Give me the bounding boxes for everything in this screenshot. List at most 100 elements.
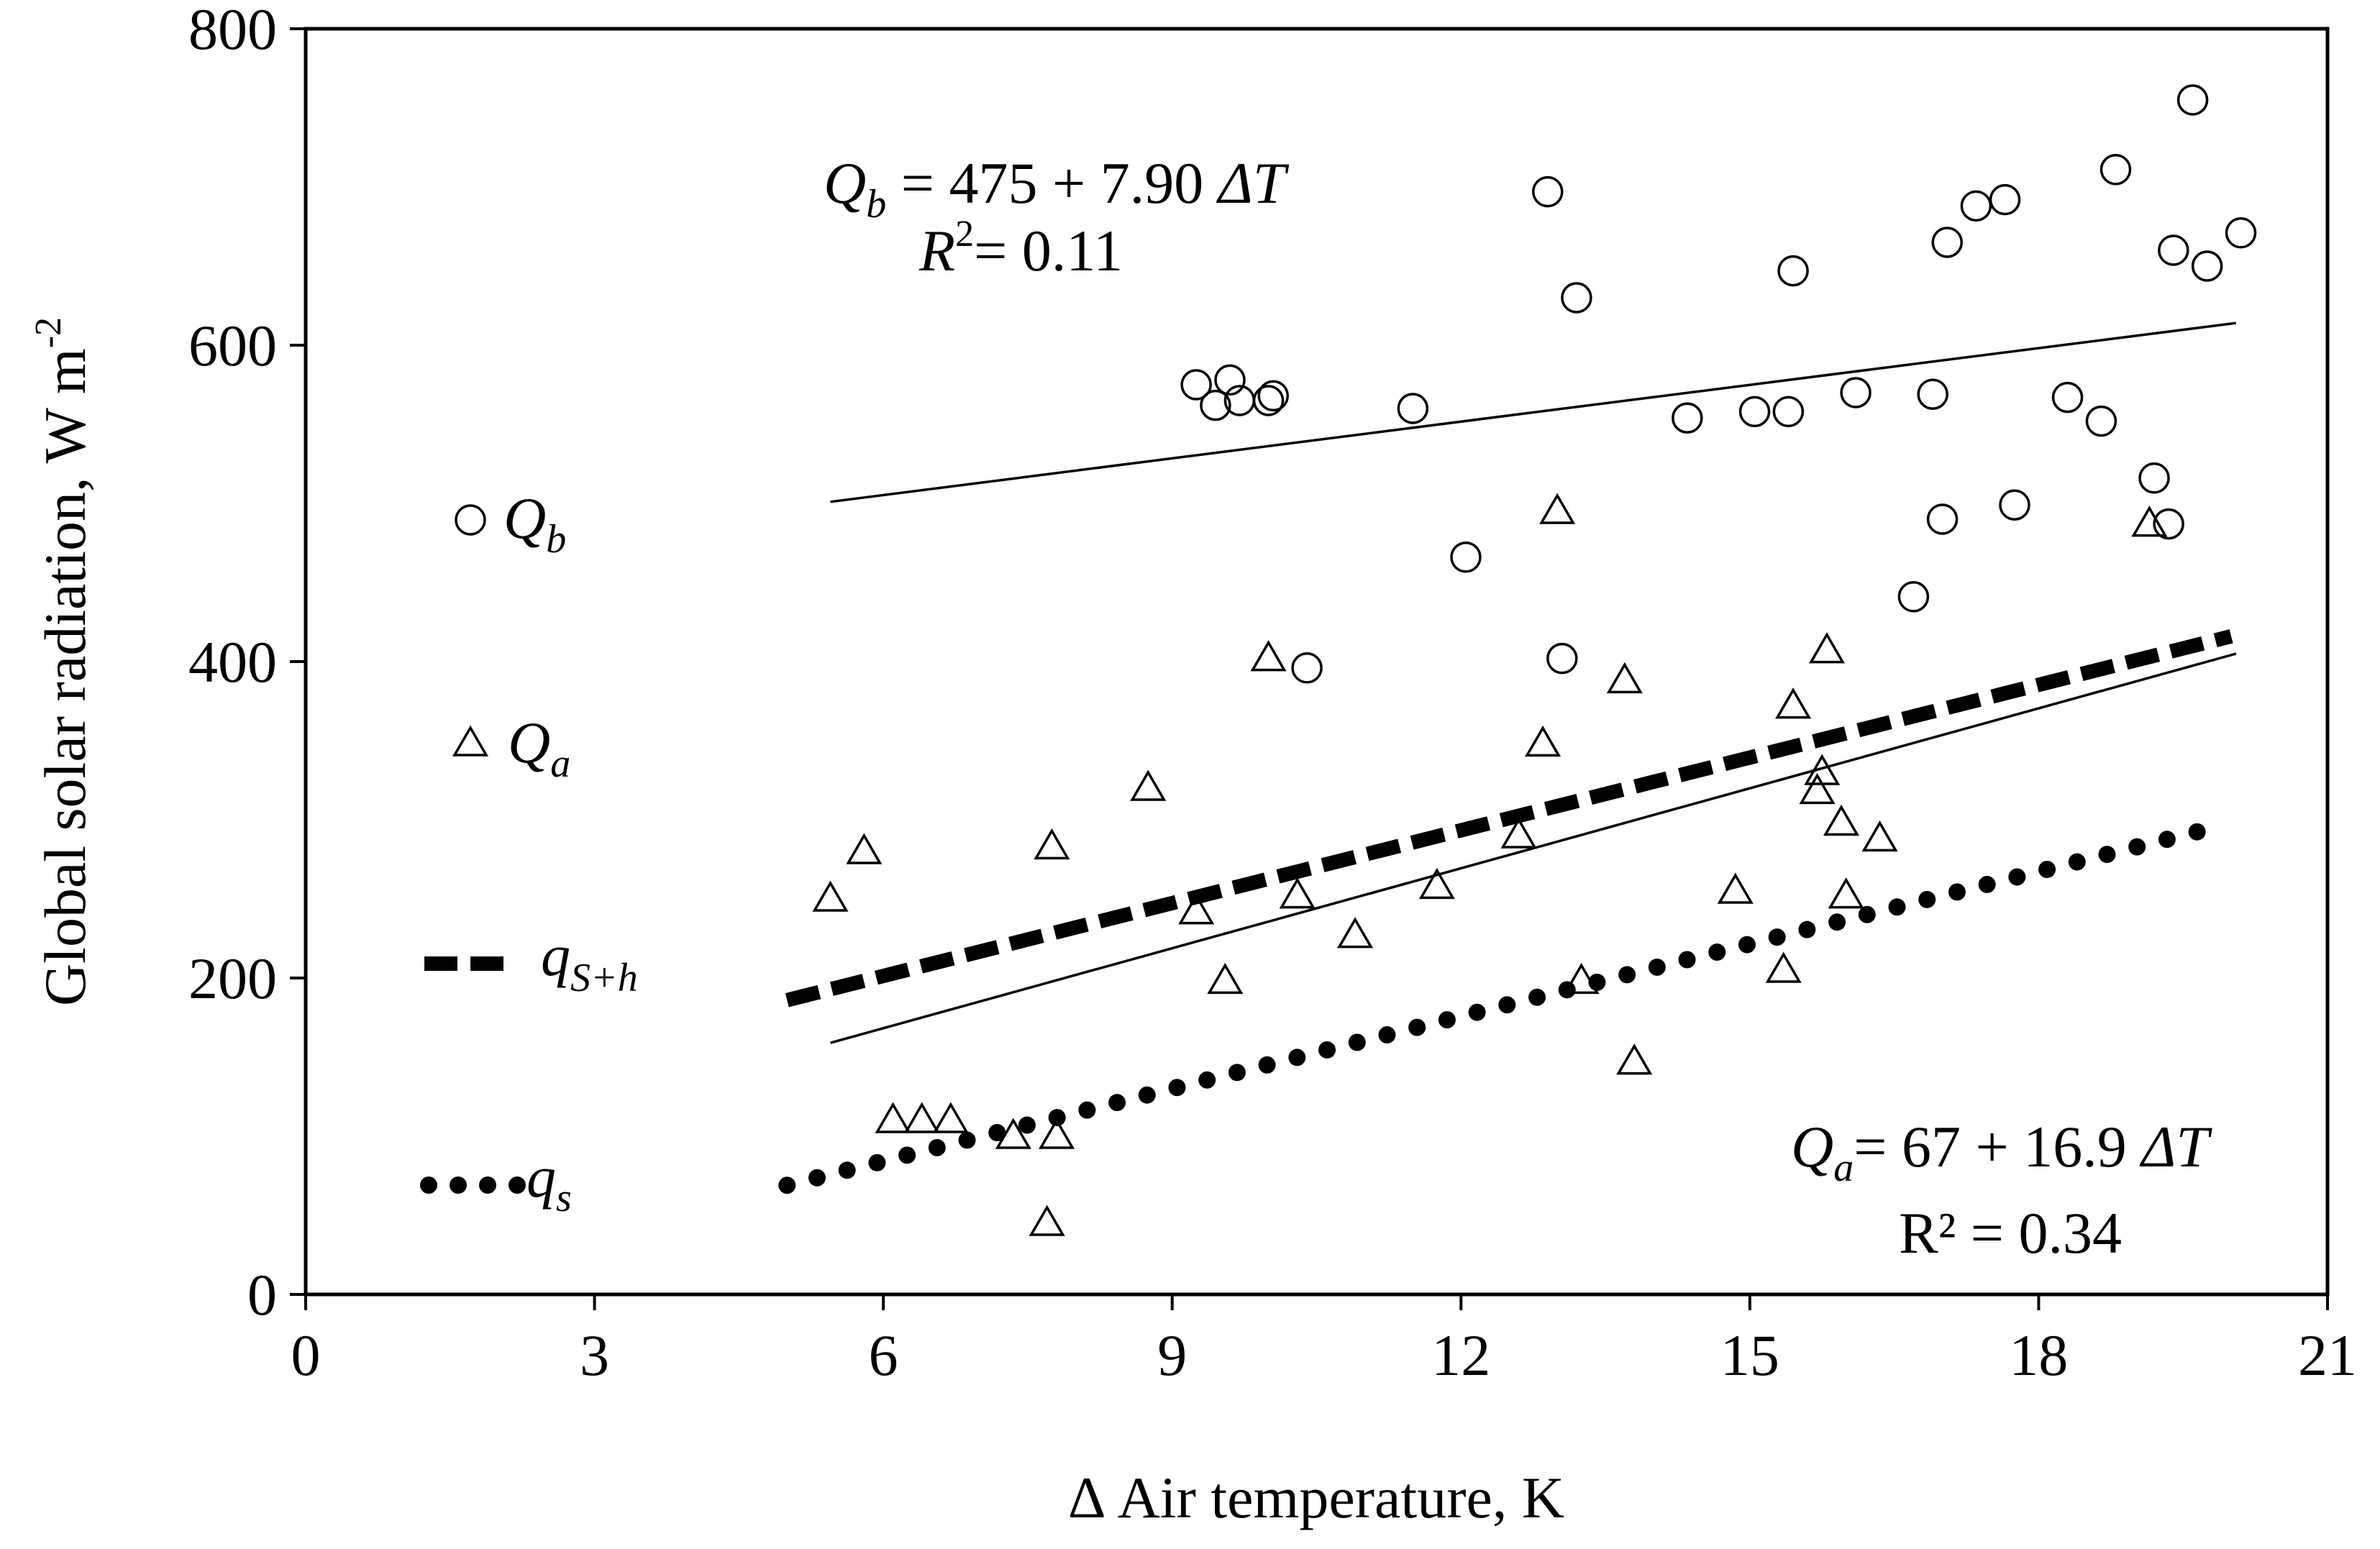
qb-point [1960,190,1992,222]
qa-point [2131,506,2168,537]
x-tick-label: 12 [1431,1322,1490,1388]
y-tick-label: 0 [247,1262,277,1328]
legend-qsh-label: qS+h [541,923,638,1000]
qb-point [1252,385,1285,416]
y-axis-title-sup: -2 [28,317,69,348]
legend-qb-label: Qb [503,485,566,562]
qa-point [1279,877,1316,909]
qb-point [1214,364,1246,396]
x-axis-title: Δ Air temperature, K [1068,1465,1564,1530]
qb-point [2191,250,2223,282]
qb-point [1772,396,1805,428]
qb-point [1777,255,1809,287]
qb-point [1291,652,1323,684]
qb-point [1180,369,1212,401]
qa-point [875,1102,911,1133]
x-tick-label: 3 [580,1322,609,1388]
x-tick-label: 21 [2298,1322,2357,1388]
fit-line [830,321,2237,503]
qb-point [1931,227,1964,258]
qa-point [1861,820,1898,852]
qa-point [1500,817,1537,849]
qa-point [1799,772,1836,805]
qb-point [2085,405,2117,437]
qa-point [1539,493,1576,524]
qb-point [2051,381,2084,413]
plot-frame [304,27,2330,1297]
qa-point [1828,877,1864,909]
qa-point [1034,828,1070,860]
qb-point [1397,393,1429,424]
qa-point [932,1102,969,1133]
qb-point [1450,542,1482,573]
qb-point [1561,282,1592,314]
model-lines [778,629,2233,1194]
qs-dotted-line [778,821,2216,1194]
y-axis-title-group: Global solar radiation, W m-2 [28,317,98,1006]
qa-point [1717,872,1754,904]
qa-point [1563,962,1600,995]
qb-point [2225,217,2257,249]
qb-equation: Qb = 475 + 7.90 ΔT [824,150,1290,227]
qa-point [1178,893,1215,925]
y-axis-title: Global solar radiation, W m-2 [28,317,98,1006]
qa-point [1029,1205,1065,1236]
qb-point [2138,462,2170,494]
qa-point [1337,917,1374,949]
qb-point [2158,234,2189,266]
qa-point [1039,1118,1075,1149]
y-tick-label: 200 [188,946,277,1011]
legend-qs-label: qs [526,1144,572,1220]
qb-point [1257,380,1290,412]
qb-point [1989,183,2021,216]
y-tick-label: 800 [188,0,277,62]
x-axis: 0 3 6 9 12 15 18 21 [291,1294,2357,1388]
data-markers [812,84,2257,1236]
x-tick-label: 0 [291,1322,321,1388]
qa-point [1250,640,1287,672]
qb-point [1926,503,1959,535]
legend-qb-marker [455,504,486,536]
x-tick-label: 15 [1720,1322,1779,1388]
qb-point [1672,402,1703,434]
x-tick-label: 18 [2009,1322,2068,1388]
qb-point [1840,377,1871,408]
y-tick-label: 400 [188,629,277,695]
qb-point [2176,84,2209,116]
qa-point [903,1102,940,1133]
qa-point [1130,769,1167,801]
qa-point [1525,725,1561,757]
qa-point [1775,687,1812,719]
qa-point [1606,662,1643,694]
qb-point [2099,154,2132,186]
x-tick-label: 6 [869,1322,898,1388]
x-tick-label: 9 [1157,1322,1187,1388]
qsh-dashed-line [785,629,2233,1007]
qa-point [1418,867,1455,900]
qa-point [846,833,883,864]
qb-point [1917,378,1948,410]
legend: Qb Qa qS+h qs [420,485,638,1220]
qb-point [2153,508,2184,540]
qa-point [812,880,849,912]
y-axis: 0 200 400 600 800 [188,0,306,1328]
qa-point [1207,962,1244,995]
qb-point [1532,175,1564,208]
qa-point [1823,804,1860,836]
y-tick-label: 600 [188,313,277,378]
qa-point [1804,754,1841,785]
qa-equation: Qa= 67 + 16.9 ΔT [1791,1114,2212,1190]
legend-qa-marker [452,725,489,757]
qa-point [1616,1043,1653,1075]
qa-r2: R² = 0.34 [1899,1200,2122,1266]
qb-point [1897,581,1930,613]
qa-point [995,1118,1031,1149]
legend-qa-label: Qa [508,710,570,786]
qb-point [1999,489,2030,521]
qb-point [1738,396,1771,428]
qa-point [1808,632,1845,664]
qb-point [1546,642,1578,675]
qb-point [1200,389,1231,421]
qb-r2: R2= 0.11 [918,214,1123,283]
